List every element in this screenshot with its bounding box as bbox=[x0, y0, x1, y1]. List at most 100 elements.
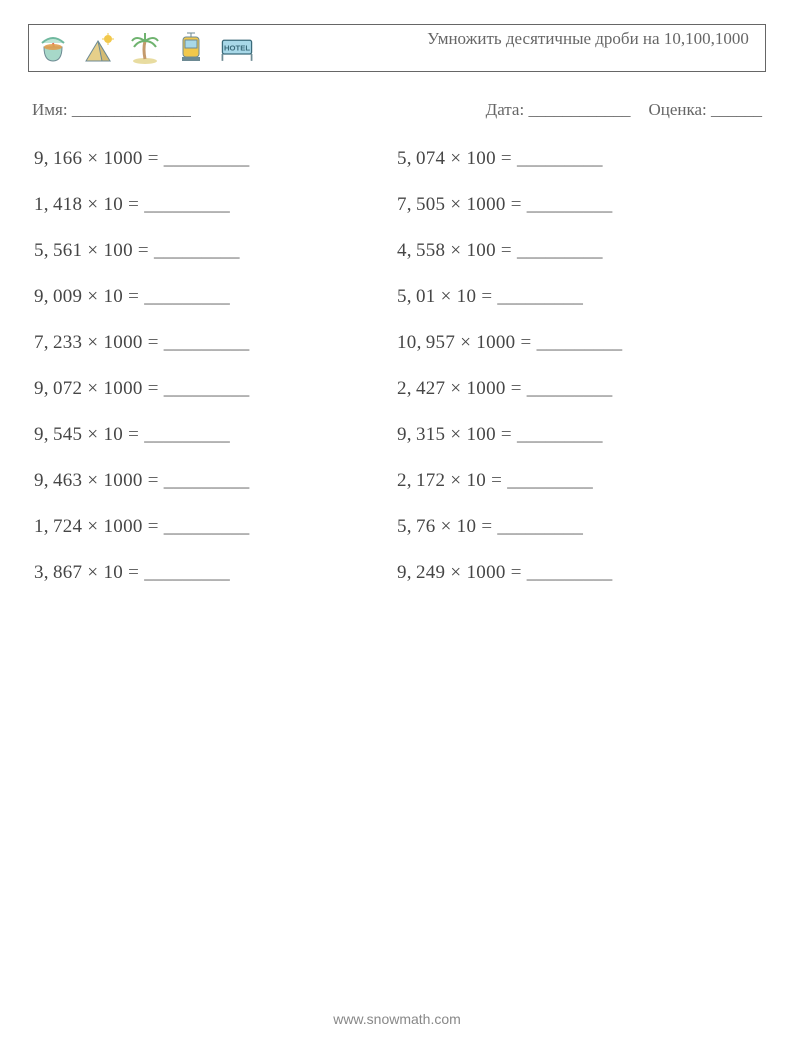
answer-blank: _________ bbox=[517, 148, 603, 169]
problem-cell: 9, 166 × 1000 = _________ bbox=[34, 148, 397, 170]
problem-expression: 2, 172 × 10 bbox=[397, 470, 486, 491]
problem-row: 9, 072 × 1000 = _________2, 427 × 1000 =… bbox=[34, 378, 760, 400]
problem-cell: 3, 867 × 10 = _________ bbox=[34, 562, 397, 584]
equals-sign: = bbox=[486, 470, 507, 491]
problem-cell: 5, 561 × 100 = _________ bbox=[34, 240, 397, 262]
meta-row: Имя: ______________ Дата: ____________ О… bbox=[28, 100, 766, 120]
problem-expression: 5, 074 × 100 bbox=[397, 148, 496, 169]
answer-blank: _________ bbox=[497, 516, 583, 537]
problem-cell: 9, 249 × 1000 = _________ bbox=[397, 562, 760, 584]
svg-text:HOTEL: HOTEL bbox=[224, 44, 250, 53]
equals-sign: = bbox=[123, 424, 144, 445]
problem-expression: 9, 463 × 1000 bbox=[34, 470, 143, 491]
pyramid-icon bbox=[81, 30, 117, 66]
problem-expression: 9, 545 × 10 bbox=[34, 424, 123, 445]
problem-cell: 5, 76 × 10 = _________ bbox=[397, 516, 760, 538]
answer-blank: _________ bbox=[164, 470, 250, 491]
name-field: Имя: ______________ bbox=[32, 100, 191, 120]
problem-expression: 5, 01 × 10 bbox=[397, 286, 476, 307]
problem-cell: 10, 957 × 1000 = _________ bbox=[397, 332, 760, 354]
answer-blank: _________ bbox=[537, 332, 623, 353]
equals-sign: = bbox=[123, 562, 144, 583]
answer-blank: _________ bbox=[154, 240, 240, 261]
problem-row: 1, 418 × 10 = _________7, 505 × 1000 = _… bbox=[34, 194, 760, 216]
problem-row: 7, 233 × 1000 = _________10, 957 × 1000 … bbox=[34, 332, 760, 354]
worksheet-header: HOTEL Умножить десятичные дроби на 10,10… bbox=[28, 24, 766, 72]
equals-sign: = bbox=[496, 240, 517, 261]
answer-blank: _________ bbox=[497, 286, 583, 307]
grade-field: Оценка: ______ bbox=[648, 100, 762, 120]
answer-blank: _________ bbox=[527, 194, 613, 215]
problem-cell: 5, 074 × 100 = _________ bbox=[397, 148, 760, 170]
problem-expression: 9, 166 × 1000 bbox=[34, 148, 143, 169]
problem-expression: 9, 315 × 100 bbox=[397, 424, 496, 445]
tram-icon bbox=[173, 30, 209, 66]
equals-sign: = bbox=[123, 286, 144, 307]
equals-sign: = bbox=[143, 516, 164, 537]
drink-icon bbox=[35, 30, 71, 66]
equals-sign: = bbox=[143, 148, 164, 169]
answer-blank: _________ bbox=[144, 562, 230, 583]
footer-url: www.snowmath.com bbox=[0, 1011, 794, 1027]
answer-blank: _________ bbox=[164, 516, 250, 537]
equals-sign: = bbox=[506, 562, 527, 583]
equals-sign: = bbox=[496, 424, 517, 445]
problem-cell: 9, 463 × 1000 = _________ bbox=[34, 470, 397, 492]
equals-sign: = bbox=[143, 470, 164, 491]
equals-sign: = bbox=[143, 332, 164, 353]
equals-sign: = bbox=[506, 378, 527, 399]
date-field: Дата: ____________ bbox=[486, 100, 631, 120]
problem-cell: 7, 505 × 1000 = _________ bbox=[397, 194, 760, 216]
problem-row: 5, 561 × 100 = _________4, 558 × 100 = _… bbox=[34, 240, 760, 262]
problem-cell: 2, 172 × 10 = _________ bbox=[397, 470, 760, 492]
problem-expression: 5, 561 × 100 bbox=[34, 240, 133, 261]
equals-sign: = bbox=[496, 148, 517, 169]
equals-sign: = bbox=[133, 240, 154, 261]
equals-sign: = bbox=[123, 194, 144, 215]
answer-blank: _________ bbox=[517, 240, 603, 261]
problem-row: 9, 463 × 1000 = _________2, 172 × 10 = _… bbox=[34, 470, 760, 492]
problem-cell: 7, 233 × 1000 = _________ bbox=[34, 332, 397, 354]
problem-expression: 5, 76 × 10 bbox=[397, 516, 476, 537]
answer-blank: _________ bbox=[517, 424, 603, 445]
equals-sign: = bbox=[506, 194, 527, 215]
problem-expression: 9, 072 × 1000 bbox=[34, 378, 143, 399]
answer-blank: _________ bbox=[527, 562, 613, 583]
answer-blank: _________ bbox=[144, 286, 230, 307]
problem-cell: 2, 427 × 1000 = _________ bbox=[397, 378, 760, 400]
problem-expression: 7, 505 × 1000 bbox=[397, 194, 506, 215]
problem-cell: 9, 009 × 10 = _________ bbox=[34, 286, 397, 308]
problem-row: 9, 545 × 10 = _________9, 315 × 100 = __… bbox=[34, 424, 760, 446]
palm-icon bbox=[127, 30, 163, 66]
problem-cell: 9, 545 × 10 = _________ bbox=[34, 424, 397, 446]
answer-blank: _________ bbox=[507, 470, 593, 491]
problem-expression: 1, 418 × 10 bbox=[34, 194, 123, 215]
problem-cell: 1, 418 × 10 = _________ bbox=[34, 194, 397, 216]
problems-grid: 9, 166 × 1000 = _________5, 074 × 100 = … bbox=[28, 148, 766, 584]
problem-expression: 10, 957 × 1000 bbox=[397, 332, 515, 353]
worksheet-title: Умножить десятичные дроби на 10,100,1000 bbox=[423, 29, 753, 49]
problem-expression: 9, 009 × 10 bbox=[34, 286, 123, 307]
header-icons: HOTEL bbox=[35, 30, 255, 66]
problem-expression: 1, 724 × 1000 bbox=[34, 516, 143, 537]
problem-expression: 4, 558 × 100 bbox=[397, 240, 496, 261]
problem-cell: 5, 01 × 10 = _________ bbox=[397, 286, 760, 308]
problem-expression: 9, 249 × 1000 bbox=[397, 562, 506, 583]
problem-row: 1, 724 × 1000 = _________5, 76 × 10 = __… bbox=[34, 516, 760, 538]
equals-sign: = bbox=[476, 286, 497, 307]
answer-blank: _________ bbox=[164, 378, 250, 399]
equals-sign: = bbox=[515, 332, 536, 353]
problem-row: 9, 009 × 10 = _________5, 01 × 10 = ____… bbox=[34, 286, 760, 308]
answer-blank: _________ bbox=[164, 332, 250, 353]
answer-blank: _________ bbox=[144, 194, 230, 215]
problem-cell: 9, 315 × 100 = _________ bbox=[397, 424, 760, 446]
problem-cell: 1, 724 × 1000 = _________ bbox=[34, 516, 397, 538]
problem-row: 3, 867 × 10 = _________9, 249 × 1000 = _… bbox=[34, 562, 760, 584]
problem-row: 9, 166 × 1000 = _________5, 074 × 100 = … bbox=[34, 148, 760, 170]
problem-expression: 7, 233 × 1000 bbox=[34, 332, 143, 353]
problem-cell: 4, 558 × 100 = _________ bbox=[397, 240, 760, 262]
equals-sign: = bbox=[476, 516, 497, 537]
problem-cell: 9, 072 × 1000 = _________ bbox=[34, 378, 397, 400]
equals-sign: = bbox=[143, 378, 164, 399]
problem-expression: 2, 427 × 1000 bbox=[397, 378, 506, 399]
